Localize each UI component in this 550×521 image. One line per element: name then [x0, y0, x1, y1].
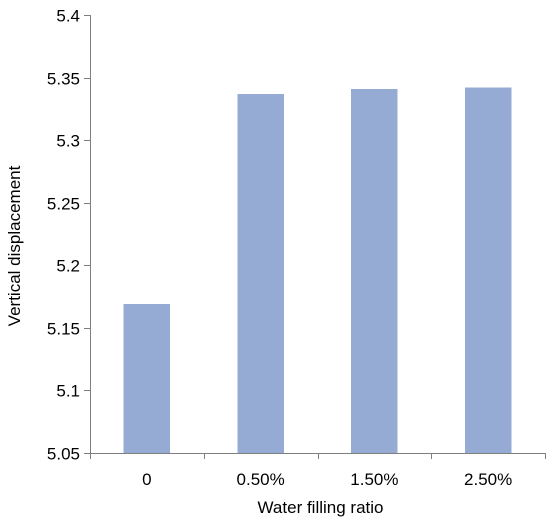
x-tick-label: 0.50% — [237, 470, 285, 489]
bar-1 — [237, 93, 284, 453]
y-tick-label: 5.25 — [47, 195, 80, 214]
bar-2 — [351, 88, 398, 453]
x-axis-title: Water filling ratio — [258, 498, 384, 517]
y-axis-ticks: 5.05 5.1 5.15 5.2 5.25 5.3 5.35 5.4 — [47, 7, 90, 464]
y-tick-label: 5.1 — [56, 382, 80, 401]
y-tick-label: 5.2 — [56, 257, 80, 276]
y-tick-label: 5.05 — [47, 445, 80, 464]
bar-0 — [123, 304, 171, 453]
y-tick-label: 5.35 — [47, 70, 80, 89]
x-tick-label: 1.50% — [350, 470, 398, 489]
bar-series — [123, 87, 512, 453]
y-tick-label: 5.15 — [47, 320, 80, 339]
bar-3 — [464, 87, 512, 453]
y-tick-label: 5.4 — [56, 7, 80, 26]
x-axis-ticks: 0 0.50% 1.50% 2.50% — [90, 453, 546, 489]
y-tick-label: 5.3 — [56, 132, 80, 151]
x-tick-label: 2.50% — [464, 470, 512, 489]
y-axis-title: Vertical displacement — [5, 165, 24, 326]
x-tick-label: 0 — [142, 470, 151, 489]
